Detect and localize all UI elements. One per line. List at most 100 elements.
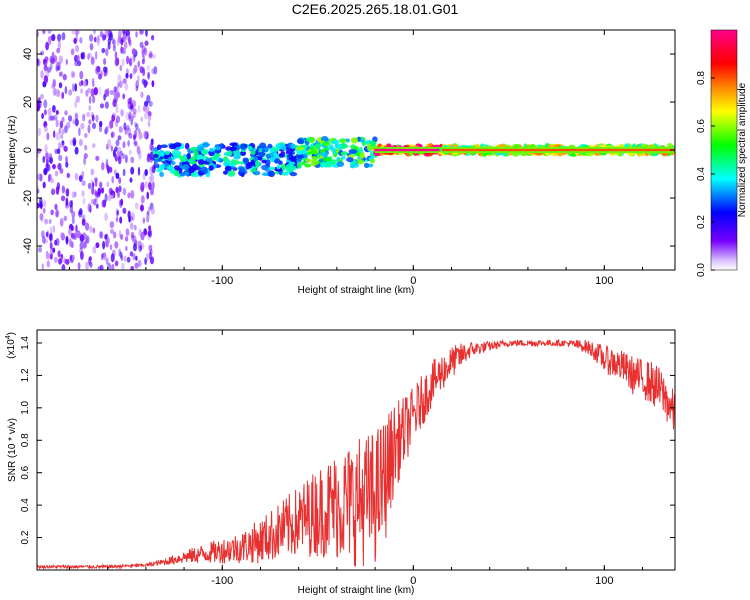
heatmap-cell	[130, 231, 135, 239]
heatmap-cell	[229, 142, 238, 147]
heatmap-cell	[58, 71, 63, 77]
heatmap-cell	[101, 32, 105, 42]
heatmap-cell	[53, 130, 56, 138]
heatmap-cell	[208, 165, 214, 171]
heatmap-cell	[46, 67, 52, 73]
heatmap-cell	[143, 229, 147, 236]
heatmap-cell	[92, 227, 96, 234]
heatmap-cell	[144, 257, 147, 265]
heatmap-cell	[197, 154, 204, 159]
heatmap-cell	[88, 119, 92, 125]
heatmap-cell	[50, 209, 54, 216]
spectrogram-y-label: Frequency (Hz)	[7, 116, 18, 185]
heatmap-cell	[146, 214, 150, 221]
heatmap-cell	[146, 94, 151, 104]
heatmap-cell	[125, 228, 130, 237]
heatmap-cell	[107, 139, 112, 148]
heatmap-cell	[148, 244, 153, 252]
colorbar-label: Normalized spectral amplitude	[737, 82, 748, 217]
heatmap-cell	[66, 172, 71, 179]
heatmap-cell	[107, 262, 112, 270]
heatmap-cell	[92, 122, 96, 130]
heatmap-cell	[79, 234, 85, 243]
heatmap-cell	[58, 258, 62, 265]
heatmap-cell	[273, 158, 281, 164]
heatmap-cell	[88, 96, 92, 104]
heatmap-cell	[144, 169, 148, 176]
heatmap-cell	[359, 154, 365, 159]
heatmap-cell	[119, 65, 123, 72]
heatmap-cell	[152, 181, 155, 190]
heatmap-cell	[65, 58, 69, 65]
heatmap-cell	[336, 161, 345, 167]
heatmap-cell	[75, 95, 81, 103]
heatmap-cell	[92, 95, 96, 104]
heatmap-cell	[57, 250, 61, 258]
heatmap-cell	[119, 233, 124, 240]
heatmap-cell	[90, 56, 95, 65]
heatmap-cell	[115, 216, 119, 223]
heatmap-cell	[117, 74, 122, 84]
snr-panel: -100 0 100 0.2 0.4 0.6 0.8 1.0 1.2 1.4 Height of …	[5, 329, 676, 596]
heatmap-cell	[137, 104, 141, 113]
heatmap-cell	[123, 35, 127, 42]
heatmap-cell	[116, 210, 120, 216]
heatmap-cell	[71, 72, 76, 78]
heatmap-cell	[127, 101, 132, 110]
heatmap-cell	[127, 140, 130, 147]
heatmap-cell	[286, 154, 294, 159]
heatmap-cell	[109, 221, 115, 229]
spectrogram-y-tick-label: 0	[22, 147, 34, 153]
heatmap-cell	[38, 101, 42, 109]
heatmap-cell	[89, 261, 93, 268]
heatmap-cell	[93, 87, 99, 96]
spectrogram-x-tick-label: -100	[211, 275, 233, 287]
heatmap-cell	[37, 148, 42, 154]
heatmap-cell	[44, 68, 49, 75]
heatmap-cell	[316, 153, 321, 158]
heatmap-cell	[296, 146, 305, 151]
heatmap-cell	[39, 215, 43, 221]
heatmap-cell	[81, 190, 85, 197]
heatmap-cell	[95, 155, 100, 161]
heatmap-cell	[65, 258, 70, 265]
heatmap-cell	[78, 138, 83, 147]
heatmap-cell	[114, 169, 117, 176]
heatmap-cell	[304, 140, 310, 146]
heatmap-cell	[164, 150, 171, 155]
heatmap-cell	[57, 162, 62, 171]
heatmap-cell	[46, 164, 51, 172]
heatmap-cell	[89, 34, 94, 42]
heatmap-cell	[89, 225, 93, 234]
heatmap-cell	[39, 93, 45, 100]
heatmap-cell	[130, 166, 135, 175]
heatmap-cell	[113, 231, 117, 239]
heatmap-cell	[261, 172, 270, 176]
heatmap-cell	[49, 225, 53, 235]
snr-y-tick-label: 0.8	[20, 433, 31, 447]
heatmap-cell	[72, 119, 76, 125]
heatmap-cell	[81, 180, 86, 187]
heatmap-cell	[93, 189, 97, 196]
heatmap-cell	[94, 177, 98, 183]
heatmap-cell	[125, 73, 129, 79]
snr-y-tick-label: 1.2	[20, 368, 31, 382]
heatmap-cell	[110, 132, 114, 138]
heatmap-cell	[230, 146, 237, 152]
heatmap-cell	[74, 83, 78, 92]
heatmap-cell	[82, 80, 87, 87]
heatmap-cell	[288, 165, 297, 171]
heatmap-cell	[255, 160, 260, 167]
spectrogram-y-tick-label: 40	[22, 48, 34, 60]
heatmap-cell	[253, 156, 259, 162]
heatmap-cell	[43, 238, 49, 244]
heatmap-cell	[92, 246, 97, 254]
heatmap-cell	[223, 170, 228, 175]
heatmap-cell	[150, 138, 154, 144]
heatmap-cell	[46, 132, 50, 141]
snr-x-tick-label: 100	[595, 575, 613, 587]
heatmap-cell	[225, 158, 231, 164]
heatmap-cell	[82, 113, 86, 122]
heatmap-cell	[226, 150, 233, 157]
heatmap-cell	[147, 111, 152, 117]
